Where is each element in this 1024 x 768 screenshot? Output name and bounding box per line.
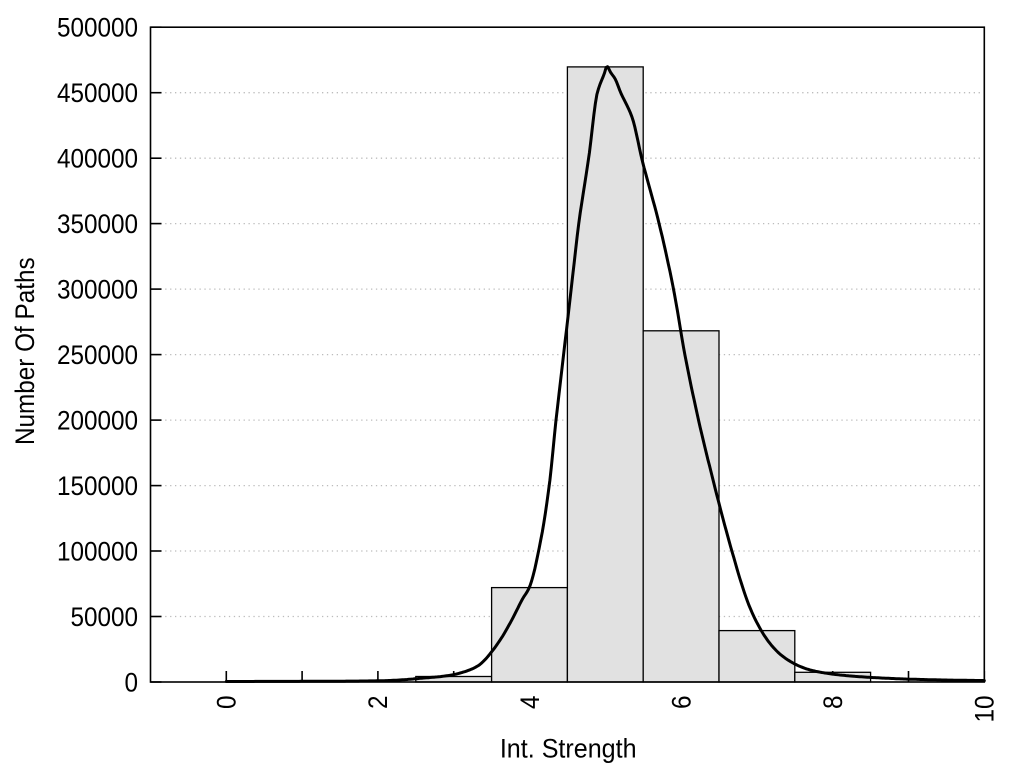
svg-text:6: 6	[667, 696, 696, 710]
svg-text:150000: 150000	[57, 472, 138, 501]
svg-text:500000: 500000	[57, 13, 138, 42]
svg-text:0: 0	[212, 696, 241, 710]
svg-text:250000: 250000	[57, 341, 138, 370]
svg-text:0: 0	[124, 668, 138, 697]
svg-text:50000: 50000	[70, 603, 138, 632]
svg-text:4: 4	[516, 696, 545, 710]
svg-text:200000: 200000	[57, 406, 138, 435]
svg-text:10: 10	[970, 696, 999, 723]
svg-text:8: 8	[819, 696, 848, 710]
svg-text:Number Of Paths: Number Of Paths	[11, 257, 40, 445]
svg-text:100000: 100000	[57, 537, 138, 566]
svg-text:400000: 400000	[57, 144, 138, 173]
svg-text:2: 2	[364, 696, 393, 710]
svg-text:450000: 450000	[57, 79, 138, 108]
svg-text:300000: 300000	[57, 275, 138, 304]
svg-text:Int. Strength: Int. Strength	[500, 733, 637, 764]
svg-text:350000: 350000	[57, 210, 138, 239]
